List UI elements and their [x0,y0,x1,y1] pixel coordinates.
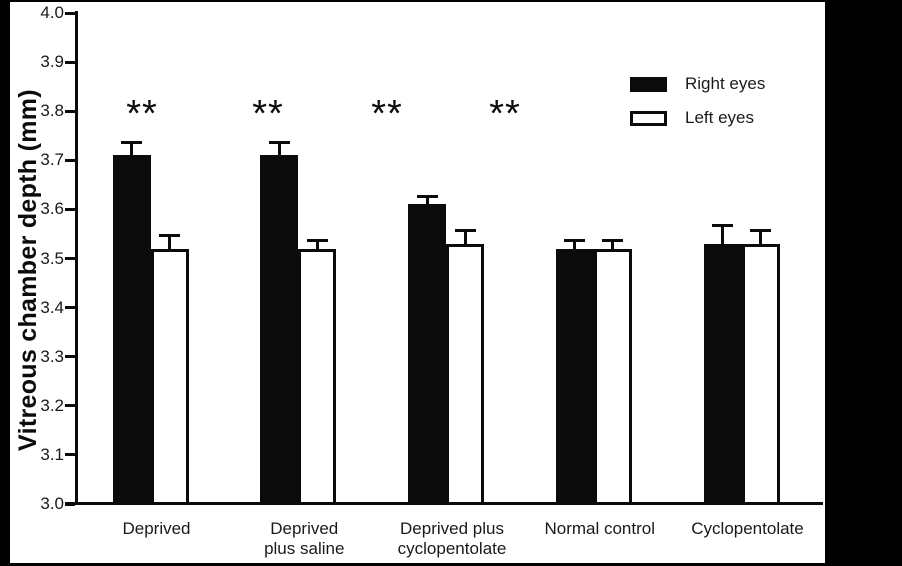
significance-marker-0: ** [126,93,158,135]
category-label-line: Deprived plus [400,519,504,538]
error-bar-cap [564,238,586,242]
y-axis-tick-label: 3.0 [40,494,64,513]
bar-left-eyes-0 [150,248,189,505]
error-bar-stem [611,241,615,250]
bar-right-eyes-1 [260,155,299,505]
error-bar-stem [759,232,762,245]
y-axis-tick-label: 3.3 [40,346,64,366]
bar-right-eyes-4 [703,243,742,505]
figure-border-top [0,0,902,2]
y-axis-tick [65,109,75,113]
legend-swatch-right-eyes-icon [630,76,667,92]
error-bar-cap [750,229,771,233]
category-label-4: Cyclopentolate [658,519,838,539]
y-axis-tick [65,502,75,506]
y-axis-tick-label: 3.4 [40,297,64,317]
y-axis-tick [65,453,75,457]
error-bar-cap [306,238,328,242]
error-bar-stem [277,143,281,157]
y-axis-tick [65,158,75,162]
bar-left-eyes-4 [741,243,780,505]
significance-marker-2: ** [371,93,403,135]
category-label-1: Deprived plus saline [214,519,394,559]
category-label-line: Normal control [544,519,656,538]
figure-border-bottom [0,563,902,566]
bar-left-eyes-1 [298,248,337,505]
error-bar-stem [130,143,133,157]
y-axis-tick [65,60,75,64]
error-bar-cap [712,224,733,228]
bar-left-eyes-2 [446,243,484,505]
legend-label-left-eyes: Left eyes [685,108,754,127]
error-bar-cap [416,194,438,198]
legend-label-right-eyes: Right eyes [685,74,766,93]
category-label-2: Deprived plus cyclopentolate [362,519,542,559]
category-label-line: cyclopentolate [397,539,507,558]
error-bar-stem [463,232,467,245]
y-axis-tick-label: 3.2 [40,395,64,415]
error-bar-cap [159,233,180,237]
error-bar-stem [721,227,724,245]
category-label-line: Cyclopentolate [691,519,804,538]
y-axis-tick-label: 3.7 [40,150,64,170]
bar-right-eyes-2 [408,204,446,505]
error-bar-cap [268,140,290,144]
y-axis-tick-label: 3.5 [40,248,64,268]
figure-border-left [0,0,10,566]
category-label-0: Deprived [67,519,247,539]
error-bar-stem [425,197,429,206]
y-axis-tick [65,355,75,359]
legend: Right eyes Left eyes [630,74,765,128]
y-axis-tick-label: 3.9 [40,52,64,72]
legend-item-right-eyes: Right eyes [630,74,765,94]
category-label-line: plus saline [264,539,345,558]
y-axis-tick-label: 3.6 [40,199,64,219]
figure-border-right [825,0,902,566]
bar-right-eyes-0 [112,155,151,505]
error-bar-cap [602,238,624,242]
error-bar-stem [315,241,319,250]
y-axis-tick [65,11,75,15]
significance-marker-3: ** [489,93,521,135]
bar-right-eyes-3 [555,248,594,505]
y-axis-line [75,11,78,505]
error-bar-stem [573,241,577,250]
y-axis-tick [65,306,75,310]
category-label-3: Normal control [510,519,690,539]
y-axis-tick [65,207,75,211]
legend-swatch-left-eyes-icon [630,110,667,126]
category-label-line: Deprived [122,519,191,538]
legend-item-left-eyes: Left eyes [630,108,765,128]
y-axis-tick-label: 4.0 [40,3,64,22]
y-axis-tick-label: 3.8 [40,101,64,121]
error-bar-stem [168,236,171,250]
error-bar-cap [121,140,142,144]
significance-marker-1: ** [252,93,284,135]
category-label-line: Deprived [270,519,339,538]
error-bar-cap [454,229,476,233]
bar-left-eyes-3 [593,248,632,505]
y-axis-tick [65,257,75,260]
y-axis-tick [65,404,75,408]
y-axis-tick-label: 3.1 [40,444,64,464]
